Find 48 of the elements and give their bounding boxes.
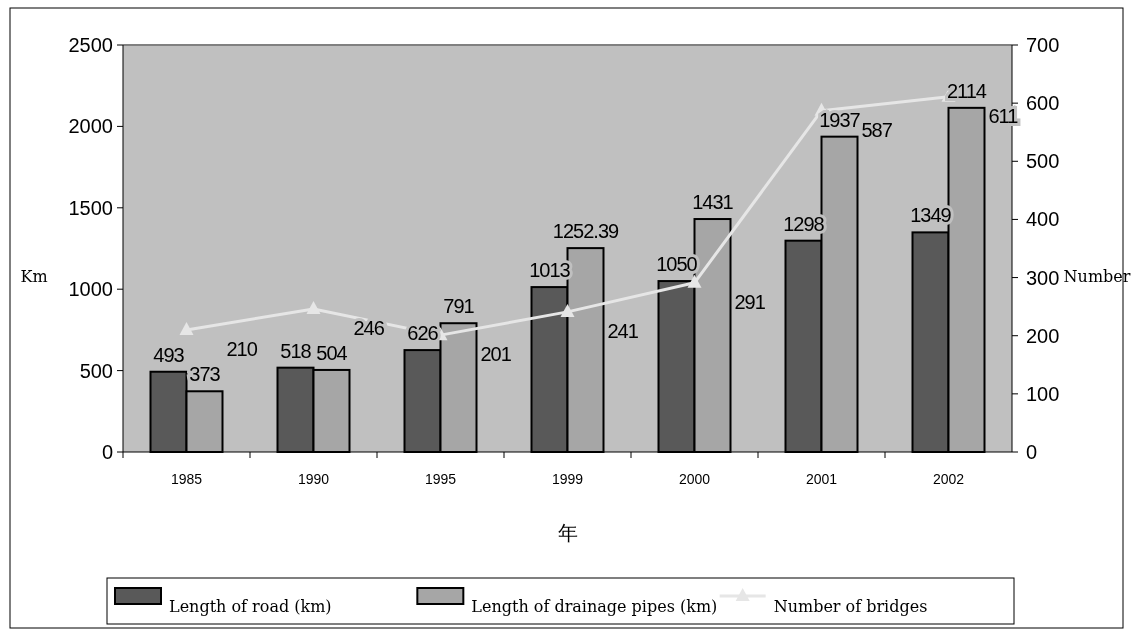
x-axis-title: 年: [557, 522, 578, 544]
data-label: 1431: [692, 191, 734, 214]
x-tick-label: 2000: [678, 471, 711, 487]
data-label: 1937: [819, 108, 861, 131]
data-label: 504: [316, 341, 348, 364]
data-label: 373: [189, 363, 221, 386]
x-tick-label: 2001: [805, 471, 838, 487]
point: [560, 303, 575, 317]
y2-tick-label: 100: [1026, 382, 1060, 405]
y-tick-label: 2000: [68, 115, 113, 138]
legend-label: Length of drainage pipes (km): [471, 597, 718, 616]
data-label: 246: [353, 316, 385, 339]
y2-tick-label: 500: [1026, 150, 1060, 173]
data-label: 241: [607, 319, 639, 342]
data-label: 587: [861, 118, 893, 141]
y-axis-title: Km: [20, 267, 48, 286]
y-tick-label: 0: [101, 441, 113, 463]
legend-label: Length of road (km): [169, 597, 332, 616]
x-tick-label: 1990: [297, 471, 330, 487]
x-tick-label: 1985: [170, 471, 203, 487]
y-tick-label: 1000: [68, 278, 113, 301]
data-label: 493: [153, 343, 185, 366]
legend-label: Number of bridges: [773, 597, 928, 616]
point: [687, 274, 702, 288]
y-tick-label: 2500: [68, 34, 113, 56]
data-label: 201: [480, 343, 512, 366]
y2-axis-title: Number: [1063, 267, 1131, 286]
data-label: 210: [226, 337, 258, 360]
x-tick-label: 1999: [551, 471, 584, 487]
y2-tick-label: 700: [1026, 34, 1060, 56]
data-label: 791: [443, 295, 475, 318]
point: [306, 300, 321, 314]
y-tick-label: 500: [79, 359, 113, 382]
y2-tick-label: 0: [1026, 441, 1038, 463]
x-tick-label: 1995: [424, 471, 457, 487]
point: [179, 321, 194, 335]
data-label: 2114: [946, 79, 987, 102]
data-label: 1252.39: [552, 220, 620, 243]
y2-tick-label: 300: [1026, 266, 1060, 289]
data-label: 626: [407, 322, 439, 345]
y-tick-label: 1500: [68, 196, 113, 219]
data-label: 611: [988, 104, 1019, 127]
x-tick-label: 2002: [932, 471, 965, 487]
y2-tick-label: 400: [1026, 208, 1060, 231]
data-label: 291: [734, 290, 766, 313]
data-label: 518: [280, 339, 312, 362]
y2-tick-label: 600: [1026, 92, 1060, 115]
y2-tick-label: 200: [1026, 324, 1060, 347]
